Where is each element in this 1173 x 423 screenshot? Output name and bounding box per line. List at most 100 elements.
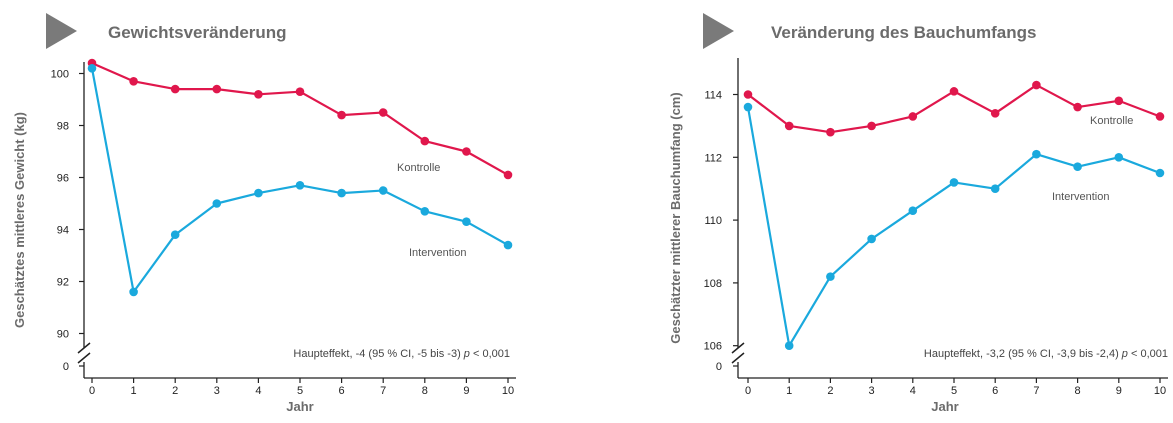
data-point-intervention: [908, 206, 918, 215]
x-tick-label: 10: [502, 385, 514, 397]
data-point-intervention: [503, 240, 513, 250]
y-axis-label: Geschätzter mittlerer Bauchumfang (cm): [668, 92, 683, 343]
series-label-kontrolle: Kontrolle: [1090, 115, 1133, 127]
main-effect-annotation: Haupteffekt, -4 (95 % CI, -5 bis -3) p <…: [293, 348, 510, 360]
data-point-kontrolle: [990, 109, 1000, 118]
x-tick-label: 5: [951, 385, 957, 397]
data-point-intervention: [129, 287, 138, 297]
arrow-icon: [46, 13, 77, 49]
data-point-kontrolle: [503, 170, 513, 180]
x-tick-label: 1: [131, 385, 137, 397]
data-point-kontrolle: [170, 84, 180, 94]
y-tick-label: 92: [57, 277, 69, 289]
main-effect-annotation: Haupteffekt, -3,2 (95 % CI, -3,9 bis -2,…: [924, 348, 1168, 360]
x-axis-label: Jahr: [931, 399, 958, 414]
x-tick-label: 4: [255, 385, 261, 397]
x-tick-label: 2: [172, 385, 178, 397]
x-tick-label: 10: [1154, 385, 1166, 397]
data-point-intervention: [212, 199, 222, 208]
data-point-intervention: [378, 186, 388, 195]
axis-break-mark: [731, 342, 745, 354]
x-tick-label: 1: [786, 385, 792, 397]
y-tick-label: 110: [704, 215, 722, 227]
axis-break-mark: [731, 352, 745, 364]
data-point-kontrolle: [212, 84, 222, 94]
data-point-intervention: [743, 102, 753, 112]
x-tick-label: 9: [463, 385, 469, 397]
data-point-kontrolle: [420, 136, 430, 146]
data-point-kontrolle: [129, 77, 138, 86]
chart-waist: Veränderung des Bauchumfangs Geschätzter…: [668, 13, 1168, 414]
x-tick-label: 7: [380, 385, 386, 397]
x-tick-label: 2: [827, 385, 833, 397]
x-axis-label: Jahr: [286, 399, 313, 414]
data-point-intervention: [462, 217, 471, 226]
y-tick-label: 114: [704, 90, 722, 102]
data-point-kontrolle: [784, 121, 794, 131]
chart-title: Gewichtsveränderung: [108, 23, 287, 42]
x-tick-label: 7: [1033, 385, 1039, 397]
series-line-intervention: [746, 106, 1161, 347]
series-label-kontrolle: Kontrolle: [397, 162, 440, 174]
y-tick-label: 98: [57, 121, 69, 133]
data-point-kontrolle: [462, 147, 471, 156]
y-tick-label: 0: [63, 361, 69, 373]
data-point-intervention: [254, 188, 263, 198]
data-point-kontrolle: [1073, 102, 1082, 112]
data-point-intervention: [990, 184, 1000, 193]
data-point-kontrolle: [378, 108, 388, 117]
data-point-intervention: [949, 178, 959, 187]
data-point-intervention: [867, 234, 876, 244]
x-tick-label: 0: [89, 385, 95, 397]
x-tick-label: 8: [422, 385, 428, 397]
y-axis-label: Geschätztes mittleres Gewicht (kg): [12, 112, 27, 328]
y-tick-label: 96: [57, 173, 69, 185]
x-tick-label: 0: [745, 385, 751, 397]
series-label-intervention: Intervention: [409, 247, 466, 259]
data-point-kontrolle: [1114, 96, 1124, 106]
data-point-intervention: [1032, 149, 1041, 159]
data-point-intervention: [295, 181, 305, 190]
data-point-kontrolle: [1032, 80, 1041, 90]
data-point-intervention: [420, 207, 430, 216]
x-tick-label: 3: [214, 385, 220, 397]
data-point-kontrolle: [867, 121, 876, 131]
data-point-intervention: [1114, 153, 1124, 162]
data-point-kontrolle: [826, 127, 835, 137]
data-point-intervention: [87, 64, 97, 73]
data-point-intervention: [826, 272, 835, 281]
y-tick-label: 108: [704, 278, 722, 290]
y-tick-label: 90: [57, 329, 69, 341]
x-tick-label: 6: [339, 385, 345, 397]
data-point-kontrolle: [295, 87, 305, 96]
axis-break-mark: [77, 342, 91, 354]
series-line-kontrolle: [91, 62, 509, 176]
x-tick-label: 6: [992, 385, 998, 397]
data-point-kontrolle: [337, 110, 346, 120]
x-tick-label: 5: [297, 385, 303, 397]
chart-weight: Gewichtsveränderung Geschätztes mittlere…: [12, 13, 516, 414]
y-tick-label: 106: [704, 341, 722, 353]
data-point-kontrolle: [949, 87, 959, 96]
data-point-intervention: [784, 341, 794, 351]
data-point-kontrolle: [908, 112, 918, 121]
data-point-intervention: [1155, 168, 1165, 178]
axis-break-mark: [77, 352, 91, 364]
x-tick-label: 8: [1075, 385, 1081, 397]
arrow-icon: [703, 13, 734, 49]
x-tick-label: 4: [910, 385, 916, 397]
data-point-kontrolle: [1155, 112, 1165, 121]
data-point-kontrolle: [254, 90, 263, 99]
y-tick-label: 112: [704, 152, 722, 164]
x-tick-label: 3: [869, 385, 875, 397]
y-tick-label: 0: [716, 361, 722, 373]
x-tick-label: 9: [1116, 385, 1122, 397]
y-tick-label: 100: [51, 69, 69, 81]
data-point-intervention: [170, 230, 180, 239]
chart-title: Veränderung des Bauchumfangs: [771, 23, 1036, 42]
data-point-kontrolle: [743, 90, 753, 99]
data-point-intervention: [1073, 162, 1082, 172]
y-tick-label: 94: [57, 225, 69, 237]
series-label-intervention: Intervention: [1052, 191, 1109, 203]
